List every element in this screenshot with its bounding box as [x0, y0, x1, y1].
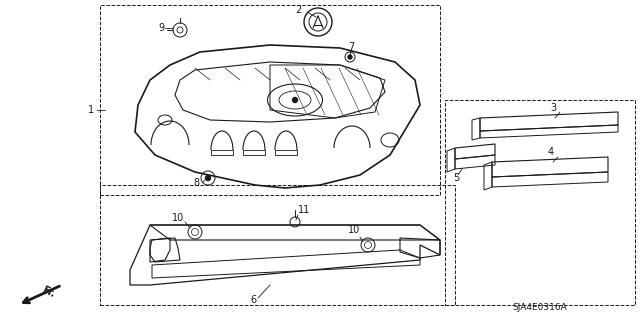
Text: 9: 9	[158, 23, 164, 33]
Text: 8: 8	[193, 178, 199, 188]
Bar	[275, 150, 297, 155]
Bar	[445, 100, 635, 305]
Circle shape	[292, 98, 298, 102]
Text: 3: 3	[550, 103, 556, 113]
Bar	[100, 185, 455, 305]
Circle shape	[348, 55, 352, 59]
Text: SJA4E0316A: SJA4E0316A	[513, 303, 568, 313]
Text: 10: 10	[348, 225, 360, 235]
Text: 4: 4	[548, 147, 554, 157]
Bar	[211, 150, 233, 155]
Text: 6: 6	[250, 295, 256, 305]
Text: 1: 1	[88, 105, 94, 115]
Text: 11: 11	[298, 205, 310, 215]
Text: Fr.: Fr.	[40, 285, 56, 299]
Bar	[100, 5, 440, 195]
Circle shape	[205, 175, 211, 181]
Text: 10: 10	[172, 213, 184, 223]
Bar	[243, 150, 265, 155]
Text: 5: 5	[453, 173, 460, 183]
Text: 2: 2	[295, 5, 301, 15]
Text: 7: 7	[348, 42, 355, 52]
